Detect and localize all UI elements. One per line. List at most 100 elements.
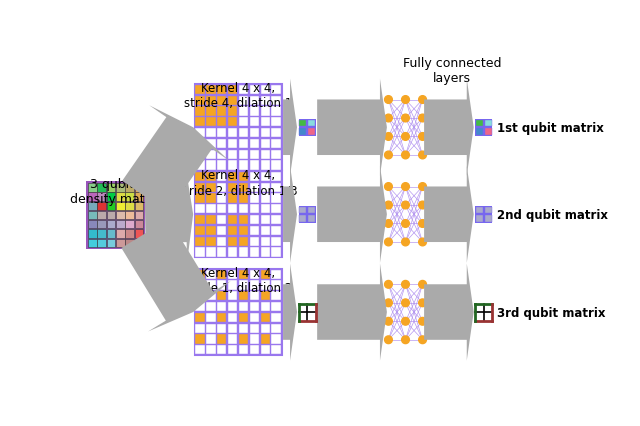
Circle shape [385,115,392,123]
Bar [239,334,248,344]
Circle shape [419,281,426,288]
Bar [217,237,227,246]
Bar [195,85,282,171]
Bar [228,129,237,138]
Bar [217,139,227,149]
Bar [206,302,216,311]
Bar [476,304,492,321]
Bar [206,118,216,127]
Text: 3rd qubit matrix: 3rd qubit matrix [497,306,605,319]
Bar [206,324,216,333]
Bar [134,184,143,192]
Circle shape [402,115,410,123]
Circle shape [385,133,392,141]
Bar [250,313,259,322]
Bar [217,334,227,344]
Bar [260,302,270,311]
Bar [239,173,248,182]
Circle shape [385,183,392,191]
Bar [228,205,237,214]
Bar [107,193,115,201]
Circle shape [385,239,392,246]
Bar [206,270,216,279]
Bar [125,239,134,248]
Bar [308,129,315,135]
Bar [195,172,282,258]
Text: Fully connected
layers: Fully connected layers [403,57,501,85]
Circle shape [419,299,426,307]
Bar [206,129,216,138]
Bar [195,281,205,290]
Bar [476,119,492,136]
Bar [217,161,227,170]
Bar [116,221,125,229]
Bar [228,302,237,311]
Bar [250,107,259,116]
Bar [195,86,205,95]
Bar [195,139,205,149]
Bar [97,184,106,192]
Bar [239,118,248,127]
Bar [228,281,237,290]
Bar [239,205,248,214]
Bar [308,207,315,214]
Bar [228,183,237,193]
Bar [239,291,248,301]
Bar [228,324,237,333]
Bar [206,281,216,290]
Bar [107,221,115,229]
Bar [217,313,227,322]
Bar [239,345,248,354]
Bar [206,173,216,182]
Bar [271,96,281,106]
Circle shape [402,336,410,344]
Bar [250,216,259,225]
Bar [195,226,205,236]
Bar [217,96,227,106]
Bar [250,345,259,354]
Bar [250,161,259,170]
Bar [228,139,237,149]
Bar [206,107,216,116]
Bar [271,205,281,214]
Circle shape [402,239,410,246]
Circle shape [385,318,392,325]
Bar [260,183,270,193]
Bar [217,345,227,354]
Bar [116,184,125,192]
Bar [195,269,282,355]
Circle shape [419,96,426,104]
Bar [206,313,216,322]
Bar [97,230,106,238]
Bar [260,216,270,225]
Bar [116,230,125,238]
Bar [260,313,270,322]
Bar [217,129,227,138]
Bar [228,313,237,322]
Bar [300,129,307,135]
Bar [298,119,316,136]
Bar [271,139,281,149]
Circle shape [419,201,426,209]
Bar [250,324,259,333]
Bar [206,86,216,95]
Bar [239,150,248,159]
Bar [271,291,281,301]
Circle shape [419,336,426,344]
Bar [195,129,205,138]
Bar [271,194,281,203]
Bar [195,248,205,257]
Bar [195,107,205,116]
Bar [271,107,281,116]
Circle shape [385,281,392,288]
Bar [228,237,237,246]
Bar [195,302,205,311]
Bar [250,173,259,182]
Bar [228,161,237,170]
Bar [107,230,115,238]
Bar [271,248,281,257]
Bar [228,248,237,257]
Bar [239,194,248,203]
Bar [228,86,237,95]
Circle shape [419,220,426,228]
